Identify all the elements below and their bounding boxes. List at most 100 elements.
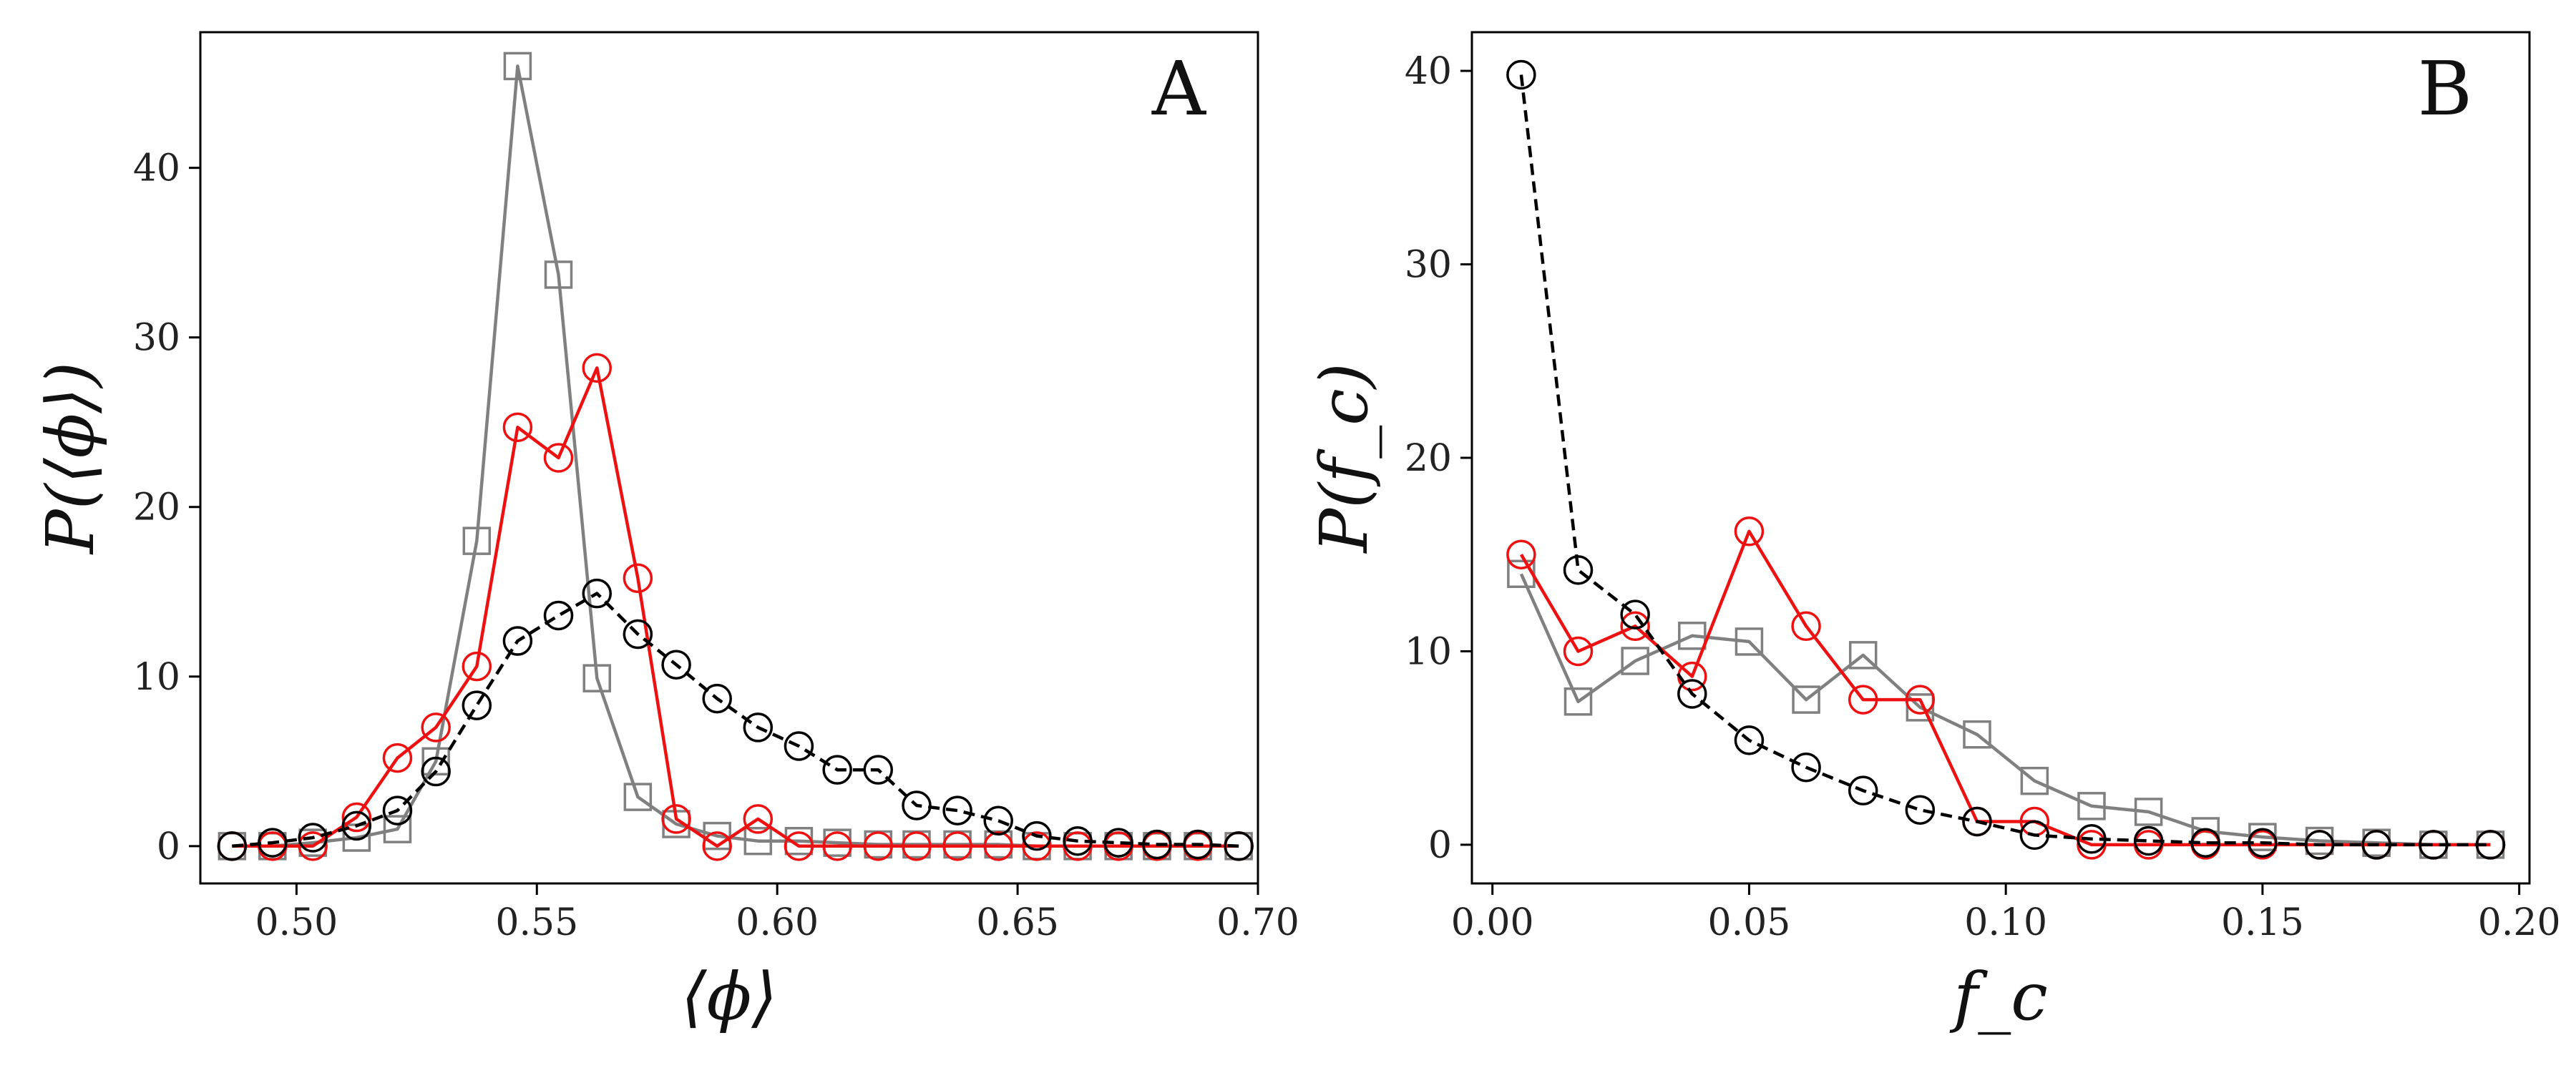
data-point-a-black-circles <box>942 795 972 825</box>
data-point-a-gray-squares <box>623 783 653 811</box>
x-tick-label-a: 0.70 <box>1216 901 1299 944</box>
data-point-b-gray-squares <box>1848 641 1878 670</box>
x-tick-label-b: 0.15 <box>2221 901 2304 944</box>
data-point-a-black-circles <box>1224 831 1254 861</box>
data-point-b-red-circles <box>1791 611 1821 642</box>
data-point-a-red-circles <box>421 712 451 743</box>
data-point-b-gray-squares <box>2020 766 2049 795</box>
data-point-b-black-circles <box>1791 752 1821 783</box>
x-axis-label-b-text: f_c <box>1949 959 2048 1035</box>
data-point-b-gray-squares <box>2077 792 2106 820</box>
data-point-a-red-circles <box>382 743 413 773</box>
data-point-a-black-circles <box>623 619 653 650</box>
data-point-a-black-circles <box>258 828 288 858</box>
data-point-b-black-circles <box>2304 830 2335 860</box>
y-tick-label-a: 0 <box>157 825 180 868</box>
data-point-a-red-circles <box>341 802 372 833</box>
data-point-b-red-circles <box>1563 636 1594 667</box>
data-point-a-gray-squares <box>383 815 412 843</box>
data-point-a-red-circles <box>623 563 653 594</box>
y-tick-label-a: 20 <box>133 486 180 529</box>
data-point-a-red-circles <box>298 831 328 861</box>
axes-frame-b <box>1470 31 2531 885</box>
data-point-a-black-circles <box>863 755 894 785</box>
data-point-b-red-circles <box>1905 685 1936 715</box>
data-point-b-gray-squares <box>1792 685 1820 714</box>
data-point-a-black-circles <box>382 795 413 825</box>
data-point-b-black-circles <box>1506 59 1536 90</box>
data-point-a-black-circles <box>784 731 814 761</box>
data-point-b-black-circles <box>2248 828 2278 858</box>
y-tick-label-b: 30 <box>1405 244 1452 287</box>
data-point-a-red-circles <box>661 804 691 834</box>
data-point-a-red-circles <box>863 831 894 861</box>
data-point-b-gray-squares <box>1906 693 1935 722</box>
data-point-a-gray-squares <box>544 260 573 289</box>
data-point-a-black-circles <box>902 790 932 820</box>
data-point-b-black-circles <box>1620 599 1650 629</box>
plot-area-b: 0.00 0.05 0.10 0.15 0.20 0 10 20 30 40 <box>1405 50 2561 944</box>
plot-area-a: 0.50 0.55 0.60 0.65 0.70 0 10 20 30 40 <box>133 52 1299 944</box>
panel-label-b: B <box>2418 45 2472 132</box>
data-point-a-gray-squares <box>503 52 532 81</box>
data-point-a-red-circles <box>543 443 574 473</box>
data-point-a-black-circles <box>1063 825 1093 856</box>
series-line-a-black-circles <box>232 592 1239 848</box>
data-point-a-red-circles <box>983 831 1013 861</box>
data-point-b-red-circles <box>1734 516 1765 547</box>
data-point-b-black-circles <box>1734 725 1765 755</box>
data-point-a-black-circles <box>421 756 451 787</box>
data-point-a-red-circles <box>702 831 732 861</box>
data-point-a-red-circles <box>942 831 972 861</box>
x-tick-label-b: 0.10 <box>1964 901 2047 944</box>
data-point-a-black-circles <box>661 650 691 680</box>
y-tick-label-a: 30 <box>133 317 180 360</box>
data-point-a-gray-squares <box>582 664 611 692</box>
data-point-b-red-circles <box>1848 685 1878 715</box>
data-point-b-black-circles <box>2475 830 2506 860</box>
data-point-b-black-circles <box>2419 830 2449 860</box>
y-tick-label-a: 10 <box>133 656 180 699</box>
data-point-b-black-circles <box>2190 828 2221 858</box>
data-point-a-black-circles <box>582 578 612 609</box>
data-point-b-black-circles <box>2133 825 2164 856</box>
data-point-a-black-circles <box>1183 829 1213 860</box>
data-point-a-black-circles <box>341 810 372 841</box>
x-axis-label-b: f_c <box>1949 959 2048 1035</box>
x-tick-label-a: 0.55 <box>495 901 578 944</box>
data-point-b-red-circles <box>1506 539 1536 569</box>
data-point-b-black-circles <box>1962 806 1992 837</box>
data-point-a-gray-squares <box>462 526 492 555</box>
y-tick-label-b: 0 <box>1428 824 1452 867</box>
data-point-a-black-circles <box>298 823 328 853</box>
series-line-b-gray-squares <box>1519 573 2491 847</box>
y-axis-label-b: P(f_c) <box>1306 363 1382 554</box>
data-point-b-gray-squares <box>1735 627 1764 656</box>
x-tick-label-a: 0.50 <box>255 901 338 944</box>
data-point-a-red-circles <box>462 651 492 682</box>
data-point-a-black-circles <box>502 626 533 656</box>
data-point-b-gray-squares <box>1621 647 1649 675</box>
data-point-a-red-circles <box>902 831 932 861</box>
data-point-a-black-circles <box>543 600 574 631</box>
data-point-a-black-circles <box>1103 828 1133 858</box>
data-point-a-red-circles <box>582 353 612 383</box>
y-tick-label-b: 20 <box>1405 437 1452 480</box>
data-point-b-black-circles <box>1563 555 1594 585</box>
data-point-b-gray-squares <box>1963 720 1991 749</box>
data-point-a-black-circles <box>462 690 492 720</box>
data-point-a-red-circles <box>502 412 533 443</box>
x-tick-label-b: 0.05 <box>1708 901 1791 944</box>
panel-label-a: A <box>1151 45 1207 132</box>
data-point-b-gray-squares <box>2134 798 2163 826</box>
data-point-b-gray-squares <box>1563 687 1593 716</box>
series-line-a-gray-squares <box>232 64 1239 848</box>
data-point-a-black-circles <box>1142 829 1172 860</box>
data-point-b-black-circles <box>1677 679 1707 709</box>
data-point-b-black-circles <box>1905 795 1936 825</box>
data-point-b-gray-squares <box>1678 622 1707 650</box>
data-point-a-black-circles <box>983 805 1013 836</box>
data-point-a-black-circles <box>822 755 852 785</box>
axes-frame-a <box>199 31 1259 885</box>
